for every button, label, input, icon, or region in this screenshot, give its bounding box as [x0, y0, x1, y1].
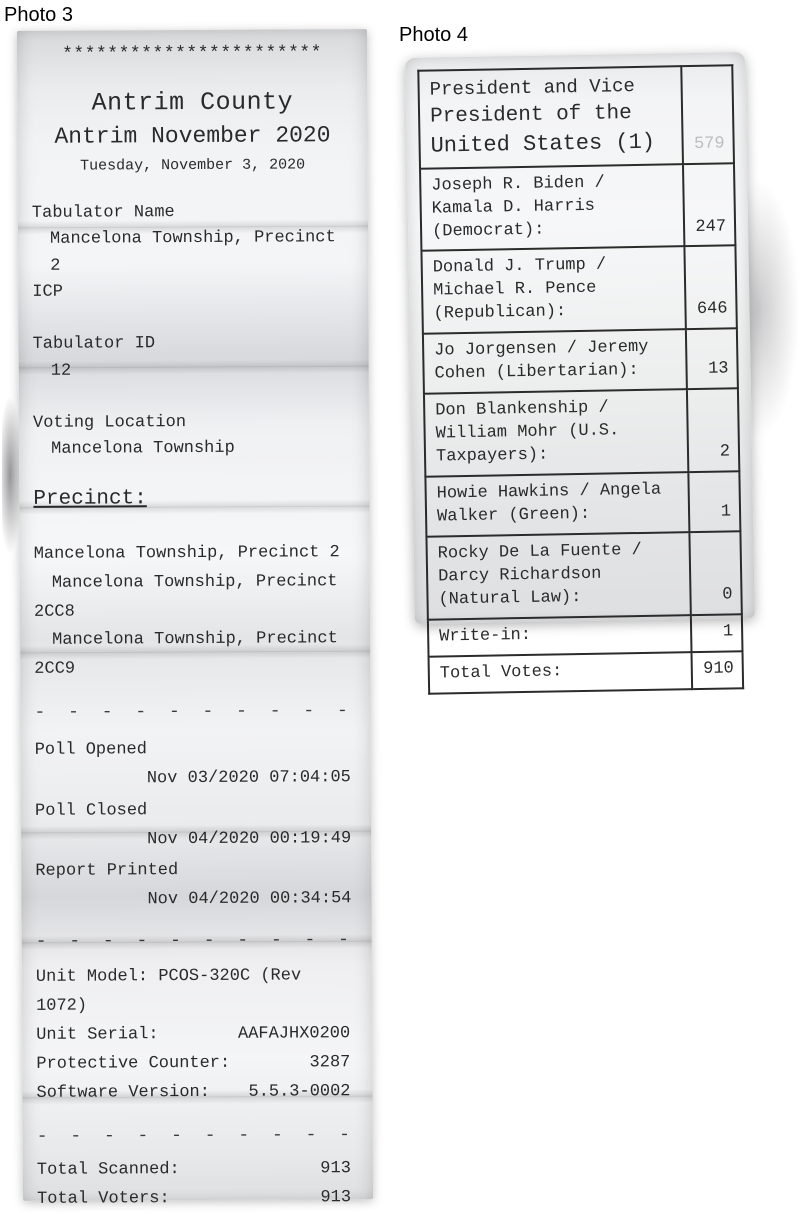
- software-version-value: 5.5.3-0002: [248, 1078, 350, 1107]
- totals-block: Total Scanned: 913 Total Voters: 913: [37, 1155, 359, 1214]
- race-title-cell: President and Vice President of the Unit…: [418, 66, 683, 168]
- unit-serial-label: Unit Serial:: [36, 1021, 159, 1051]
- total-scanned-value: 913: [320, 1155, 351, 1184]
- vote-count-cell: 646: [685, 246, 737, 330]
- candidate-cell: Jo Jorgensen / Jeremy Cohen (Libertarian…: [423, 329, 687, 393]
- precinct-line: Mancelona Township, Precinct: [52, 568, 356, 598]
- race-header-row: President and Vice President of the Unit…: [418, 65, 734, 168]
- photo-4-label: Photo 4: [399, 24, 468, 47]
- vote-count-cell: 910: [692, 651, 743, 689]
- software-version-label: Software Version:: [36, 1079, 210, 1109]
- vote-count-cell: 247: [683, 163, 735, 247]
- result-row: Don Blankenship / William Mohr (U.S. Tax…: [424, 388, 739, 476]
- results-table: President and Vice President of the Unit…: [417, 64, 744, 694]
- vote-count-cell: 2: [687, 388, 739, 472]
- race-title-line: President of the: [430, 99, 674, 132]
- candidate-cell: Rocky De La Fuente / Darcy Richardson (N…: [426, 532, 691, 619]
- receipt-photo-4: President and Vice President of the Unit…: [405, 52, 755, 624]
- photo-3-label: Photo 3: [4, 4, 73, 27]
- race-title-line: United States (1): [430, 127, 674, 161]
- date-line: Tuesday, November 3, 2020: [32, 156, 354, 175]
- poll-opened-value: Nov 03/2020 07:04:05: [35, 765, 357, 794]
- candidate-cell: Don Blankenship / William Mohr (U.S. Tax…: [424, 389, 689, 476]
- voting-location-label: Voting Location: [33, 409, 355, 437]
- dashed-divider: - - - - - - - - - - - -: [36, 930, 358, 952]
- candidate-cell: Total Votes:: [429, 652, 693, 694]
- dashed-divider: - - - - - - - - - - - -: [37, 1125, 359, 1147]
- result-row: Write-in:1: [428, 614, 743, 656]
- result-row: Rocky De La Fuente / Darcy Richardson (N…: [426, 531, 741, 619]
- poll-closed-label: Poll Closed: [35, 796, 357, 825]
- candidate-cell: Write-in:: [428, 615, 692, 657]
- tabulator-name-label: Tabulator Name: [32, 199, 354, 227]
- precinct-heading: Precinct:: [33, 486, 355, 511]
- election-line: Antrim November 2020: [31, 122, 353, 150]
- poll-closed-value: Nov 04/2020 00:19:49: [35, 825, 357, 854]
- total-scanned-label: Total Scanned:: [37, 1156, 180, 1186]
- result-row: Jo Jorgensen / Jeremy Cohen (Libertarian…: [423, 329, 738, 394]
- candidate-cell: Howie Hawkins / Angela Walker (Green):: [425, 472, 689, 536]
- result-row: Joseph R. Biden / Kamala D. Harris (Demo…: [420, 163, 735, 251]
- county-line: Antrim County: [31, 87, 353, 118]
- tabulator-name-suffix: ICP: [32, 278, 354, 306]
- voting-location-block: Voting Location Mancelona Township: [33, 409, 355, 463]
- precinct-list: Mancelona Township, Precinct 2 Mancelona…: [34, 539, 357, 685]
- vote-count-cell: 0: [690, 531, 742, 615]
- ghost-number-cell: 579: [682, 65, 734, 164]
- vote-count-cell: 1: [689, 471, 741, 532]
- poll-opened-label: Poll Opened: [35, 735, 357, 764]
- total-voters-label: Total Voters:: [37, 1185, 170, 1214]
- stars-divider: ***********************: [31, 43, 353, 65]
- tabulator-id-block: Tabulator ID 12: [33, 331, 355, 385]
- vote-count-cell: 1: [691, 614, 742, 652]
- precinct-line: 2CC9: [34, 654, 356, 685]
- precinct-line: Mancelona Township, Precinct 2: [34, 539, 356, 570]
- poll-times: Poll Opened Nov 03/2020 07:04:05 Poll Cl…: [35, 735, 358, 914]
- result-row: Howie Hawkins / Angela Walker (Green):1: [425, 471, 740, 536]
- tabulator-name-value: Mancelona Township, Precinct 2: [50, 226, 354, 280]
- candidate-cell: Joseph R. Biden / Kamala D. Harris (Demo…: [420, 164, 685, 251]
- voting-location-value: Mancelona Township: [51, 436, 355, 464]
- tabulator-id-label: Tabulator ID: [33, 331, 355, 359]
- vote-count-cell: 13: [686, 329, 738, 390]
- total-voters-value: 913: [320, 1184, 351, 1213]
- dashed-divider: - - - - - - - - - - - -: [34, 701, 356, 723]
- receipt-photo-3: *********************** Antrim County An…: [17, 29, 373, 1201]
- precinct-line: 2CC8: [34, 597, 356, 628]
- unit-serial-value: AAFAJHX0200: [238, 1020, 350, 1049]
- tabulator-id-value: 12: [51, 357, 355, 385]
- candidate-cell: Donald J. Trump / Michael R. Pence (Repu…: [421, 247, 686, 334]
- report-printed-value: Nov 04/2020 00:34:54: [35, 885, 357, 914]
- result-row: Donald J. Trump / Michael R. Pence (Repu…: [421, 246, 736, 334]
- receipt-header: Antrim County Antrim November 2020 Tuesd…: [31, 87, 353, 175]
- unit-model-line: Unit Model: PCOS-320C (Rev 1072): [36, 962, 358, 1021]
- protective-counter-label: Protective Counter:: [36, 1050, 230, 1080]
- result-row: Total Votes:910: [429, 651, 744, 693]
- protective-counter-value: 3287: [309, 1049, 350, 1078]
- unit-info: Unit Model: PCOS-320C (Rev 1072) Unit Se…: [36, 962, 359, 1108]
- report-printed-label: Report Printed: [35, 856, 357, 885]
- tabulator-name-block: Tabulator Name Mancelona Township, Preci…: [32, 199, 355, 306]
- precinct-line: Mancelona Township, Precinct: [52, 626, 356, 656]
